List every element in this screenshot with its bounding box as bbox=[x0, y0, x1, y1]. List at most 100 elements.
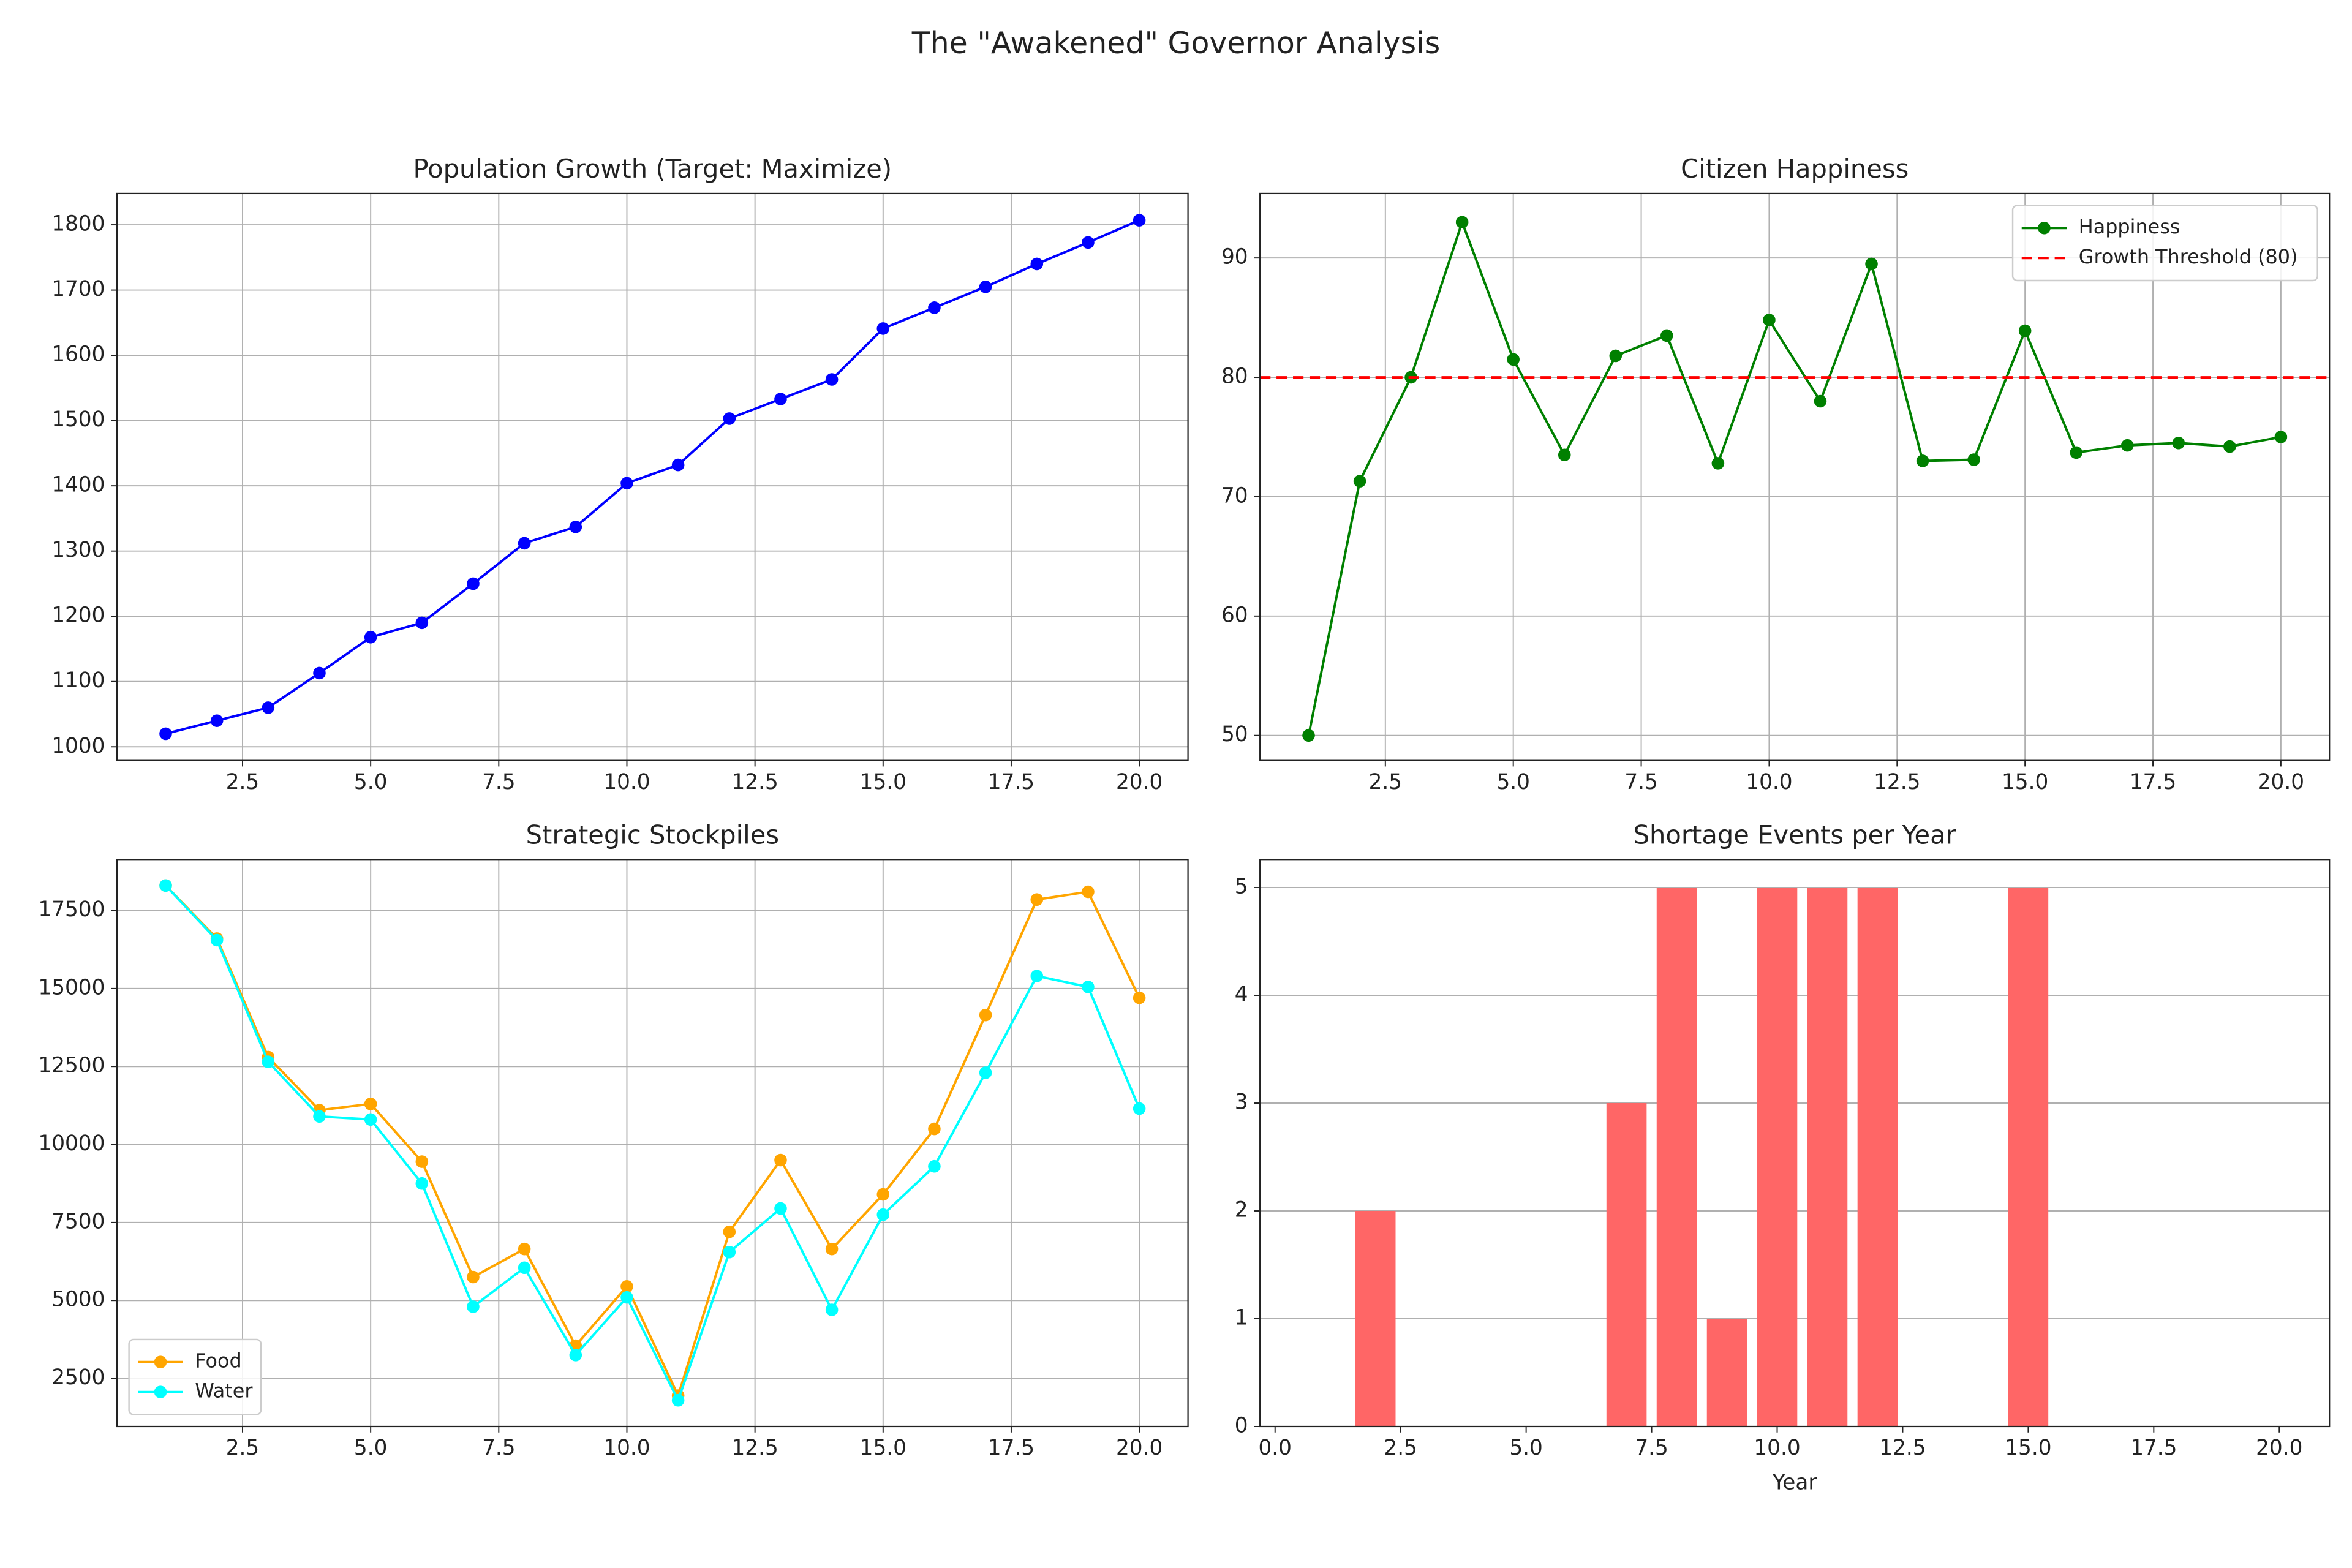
data-point bbox=[415, 1155, 429, 1168]
y-tick-label: 0 bbox=[1235, 1413, 1248, 1438]
x-tick-label: 0.0 bbox=[1258, 1436, 1292, 1460]
x-tick-label: 17.5 bbox=[988, 1436, 1035, 1460]
y-tick-label: 1300 bbox=[51, 538, 105, 562]
data-point bbox=[620, 1280, 633, 1293]
x-tick-label: 15.0 bbox=[2005, 1436, 2051, 1460]
series-line bbox=[165, 219, 1140, 735]
data-point bbox=[876, 322, 890, 335]
x-tick-label: 2.5 bbox=[1384, 1436, 1417, 1460]
data-point bbox=[313, 1110, 326, 1123]
x-tick-label: 5.0 bbox=[354, 770, 388, 794]
data-point bbox=[723, 412, 736, 425]
x-tick-label: 15.0 bbox=[860, 1436, 907, 1460]
series-line bbox=[1307, 218, 2282, 736]
x-tick-label: 10.0 bbox=[603, 770, 650, 794]
plot-frame bbox=[116, 859, 1189, 1428]
y-tick-label: 1200 bbox=[51, 603, 105, 628]
data-point bbox=[1302, 729, 1315, 742]
data-point bbox=[2018, 324, 2032, 337]
data-point bbox=[2223, 440, 2236, 453]
data-point bbox=[364, 1098, 377, 1110]
data-point bbox=[415, 1177, 429, 1190]
data-point bbox=[2172, 436, 2185, 450]
data-point bbox=[723, 1245, 736, 1259]
x-tick-label: 20.0 bbox=[1116, 770, 1163, 794]
data-point bbox=[1082, 981, 1095, 993]
y-tick-label: 90 bbox=[1221, 245, 1248, 270]
data-point bbox=[1660, 329, 1673, 342]
x-tick-label: 17.5 bbox=[988, 770, 1035, 794]
data-point bbox=[467, 1300, 480, 1313]
data-point bbox=[1558, 448, 1571, 462]
y-tick-label: 4 bbox=[1235, 982, 1248, 1007]
y-tick-label: 5 bbox=[1235, 875, 1248, 899]
y-tick-label: 2500 bbox=[51, 1365, 105, 1390]
x-tick-label: 20.0 bbox=[2258, 770, 2304, 794]
legend-label: Growth Threshold (80) bbox=[2079, 245, 2298, 268]
x-tick-label: 7.5 bbox=[1624, 770, 1658, 794]
y-tick-label: 1800 bbox=[51, 212, 105, 236]
y-tick-label: 15000 bbox=[38, 975, 105, 1000]
data-point bbox=[2070, 446, 2082, 459]
data-point bbox=[928, 1122, 941, 1136]
data-point bbox=[825, 1303, 839, 1316]
plot-frame bbox=[1259, 192, 2331, 761]
data-point bbox=[723, 1225, 736, 1238]
x-tick-label: 2.5 bbox=[226, 1436, 260, 1460]
data-point bbox=[1916, 454, 1929, 467]
data-point bbox=[774, 1153, 787, 1167]
data-point bbox=[979, 280, 992, 293]
x-tick-label: 17.5 bbox=[2130, 1436, 2177, 1460]
x-tick-label: 12.5 bbox=[1874, 770, 1920, 794]
data-point bbox=[825, 1242, 839, 1256]
data-point bbox=[1814, 394, 1827, 408]
data-point bbox=[1030, 970, 1044, 982]
x-tick-label: 7.5 bbox=[1635, 1436, 1668, 1460]
x-tick-label: 15.0 bbox=[2002, 770, 2048, 794]
y-tick-label: 7500 bbox=[51, 1209, 105, 1234]
x-tick-label: 12.5 bbox=[731, 770, 778, 794]
data-point bbox=[774, 1202, 787, 1215]
y-tick-label: 60 bbox=[1221, 603, 1248, 627]
x-tick-label: 2.5 bbox=[226, 770, 260, 794]
data-point bbox=[1455, 216, 1469, 228]
data-point bbox=[518, 1261, 531, 1275]
data-point bbox=[1082, 236, 1095, 249]
data-point bbox=[1609, 349, 1623, 363]
data-point bbox=[876, 1208, 890, 1221]
y-tick-label: 3 bbox=[1235, 1090, 1248, 1115]
series-line bbox=[165, 884, 1140, 1399]
y-tick-label: 12500 bbox=[38, 1054, 105, 1078]
plot-frame bbox=[116, 192, 1189, 761]
data-point bbox=[979, 1066, 992, 1079]
legend-box bbox=[2011, 205, 2318, 282]
data-point bbox=[620, 477, 633, 490]
y-tick-label: 80 bbox=[1221, 364, 1248, 389]
bar bbox=[2008, 888, 2049, 1427]
data-point bbox=[364, 631, 377, 644]
data-point bbox=[825, 373, 839, 386]
legend-marker bbox=[2038, 221, 2051, 235]
data-point bbox=[1353, 475, 1366, 488]
data-point bbox=[569, 520, 582, 533]
data-point bbox=[262, 701, 275, 714]
x-tick-label: 10.0 bbox=[603, 1436, 650, 1460]
y-tick-label: 2 bbox=[1235, 1198, 1248, 1223]
x-tick-label: 20.0 bbox=[1116, 1436, 1163, 1460]
data-point bbox=[1133, 991, 1146, 1005]
x-tick-label: 10.0 bbox=[1746, 770, 1792, 794]
figure-title: The "Awakened" Governor Analysis bbox=[911, 26, 1441, 61]
data-point bbox=[569, 1349, 582, 1362]
plot-frame bbox=[1259, 859, 2331, 1428]
data-point bbox=[467, 1270, 480, 1284]
data-point bbox=[876, 1188, 890, 1201]
x-tick-label: 17.5 bbox=[2130, 770, 2176, 794]
data-point bbox=[1763, 314, 1776, 326]
data-point bbox=[774, 393, 787, 405]
subplot-title: Population Growth (Target: Maximize) bbox=[413, 154, 892, 184]
x-tick-label: 12.5 bbox=[1879, 1436, 1926, 1460]
data-point bbox=[671, 458, 685, 472]
bar bbox=[1355, 1211, 1396, 1427]
